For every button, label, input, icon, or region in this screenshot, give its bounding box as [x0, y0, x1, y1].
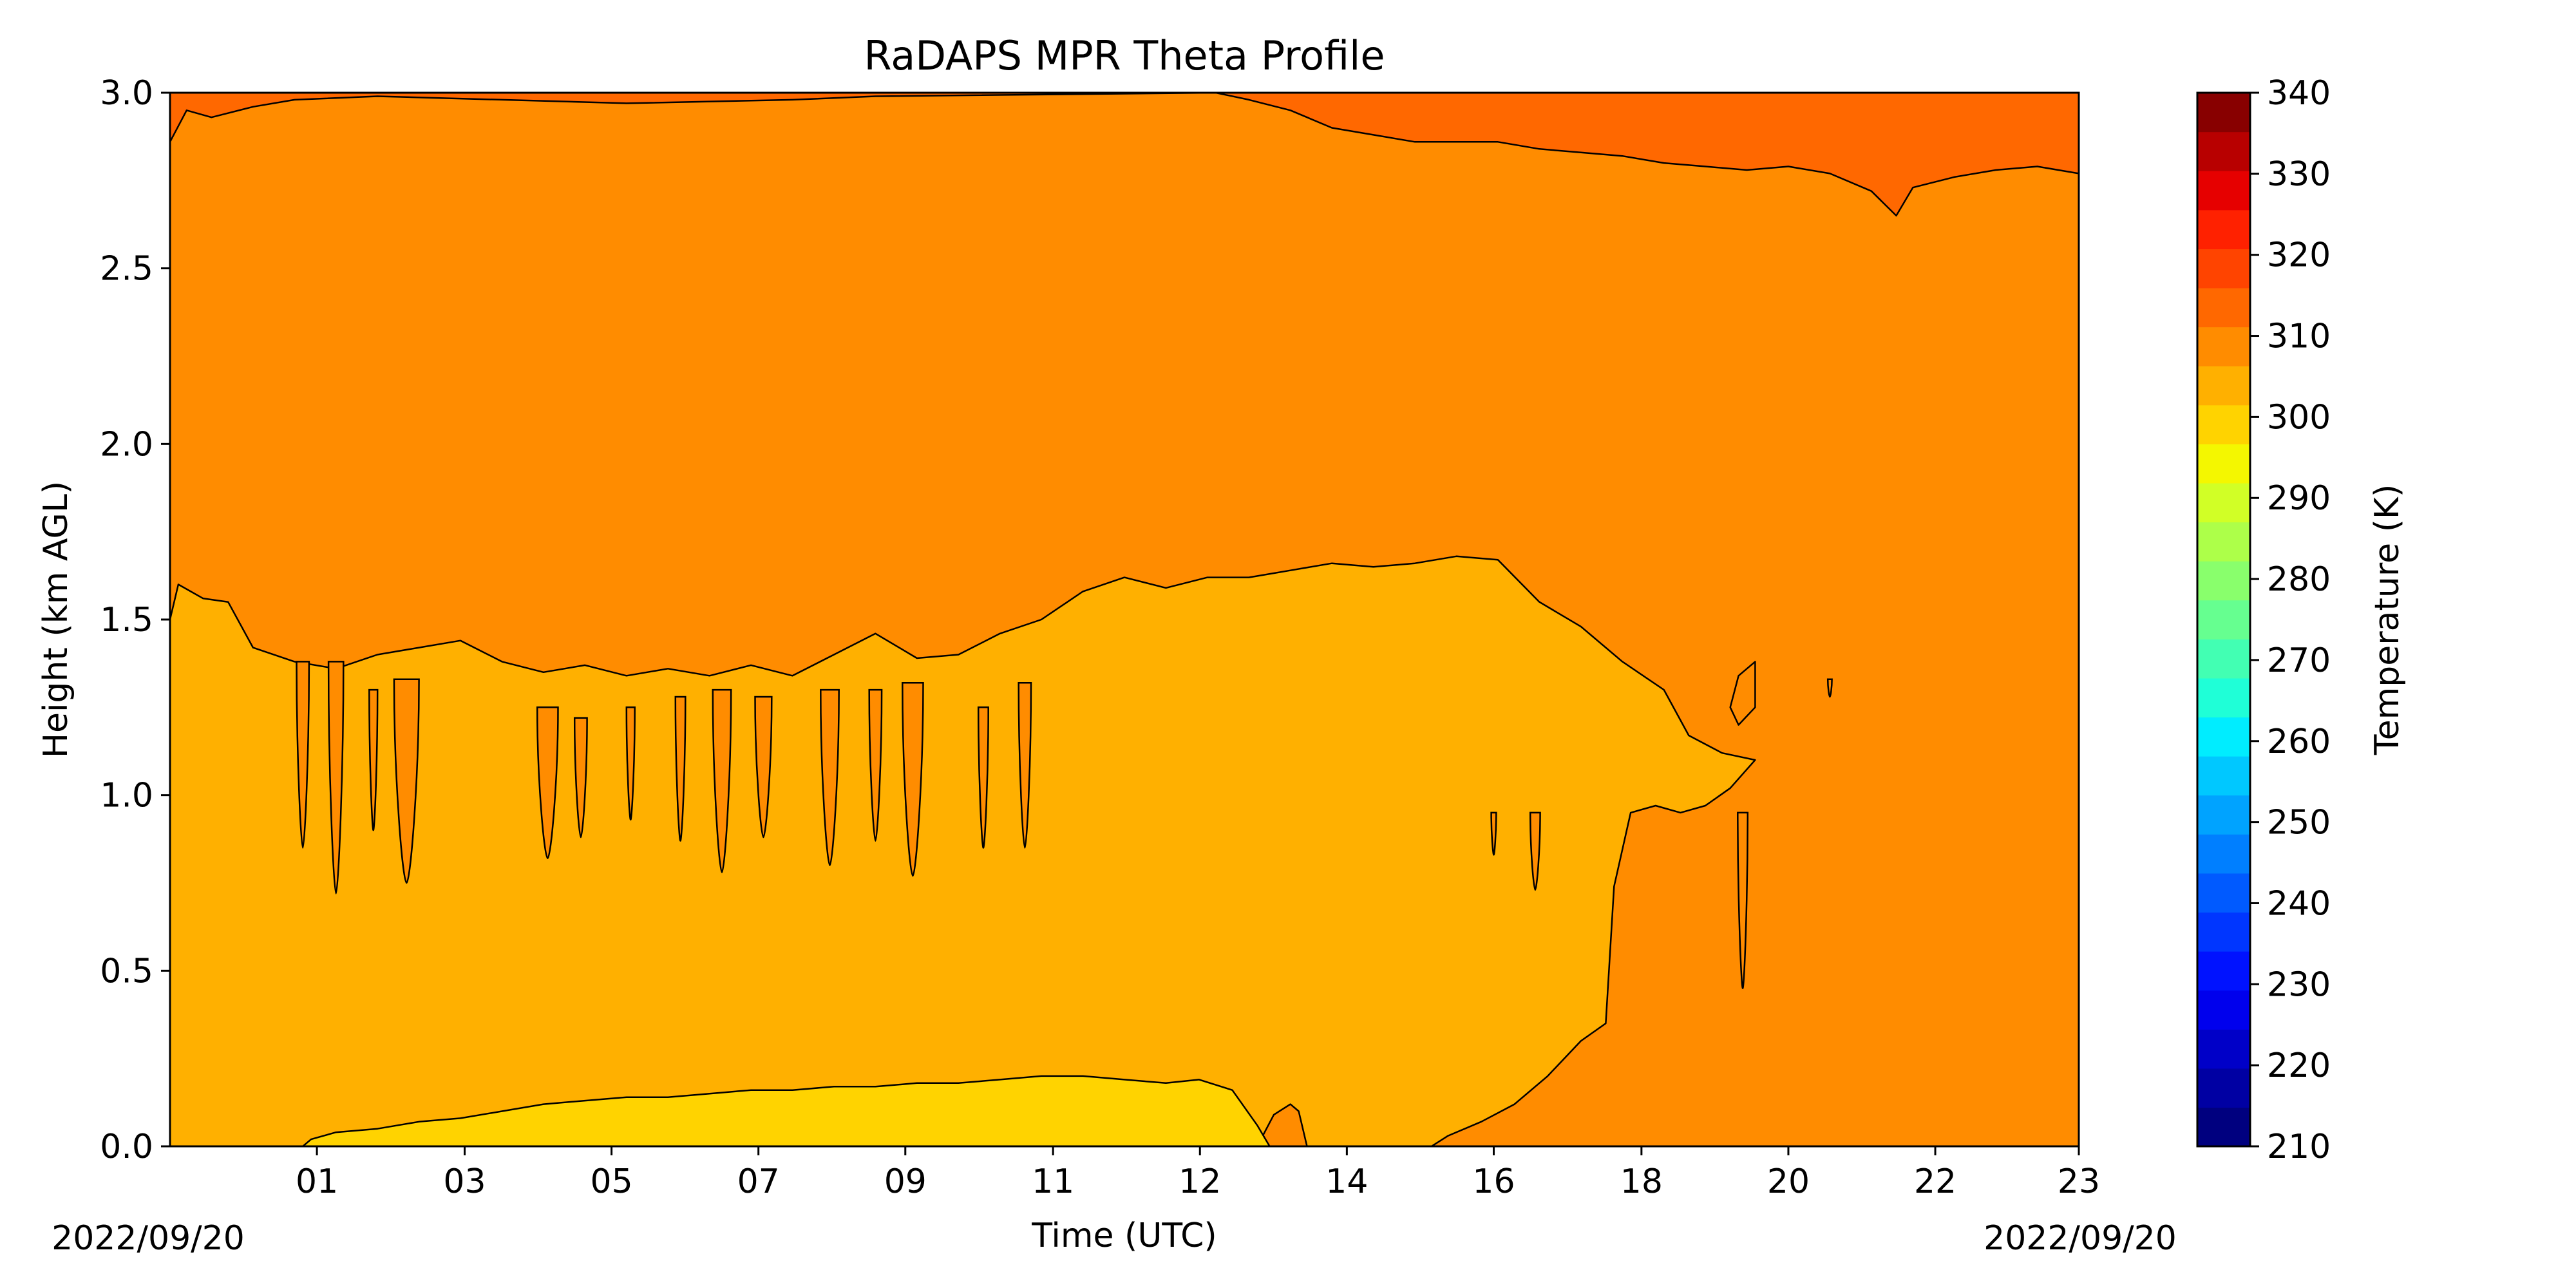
colorbar-swatch — [2197, 482, 2250, 523]
warm-plume — [1826, 678, 1833, 698]
warm-plume — [1490, 811, 1497, 856]
colorbar-tick-label: 320 — [2267, 236, 2331, 275]
colorbar-tick-label: 330 — [2267, 155, 2331, 194]
warm-plume — [625, 706, 636, 821]
colorbar-swatch — [2197, 873, 2250, 913]
warm-plume — [536, 706, 559, 860]
colorbar-tick-label: 240 — [2267, 884, 2331, 923]
warm-plume — [868, 688, 883, 842]
y-tick-label: 1.5 — [100, 601, 153, 639]
colorbar-swatch — [2197, 600, 2250, 639]
date-right-label: 2022/09/20 — [1984, 1219, 2177, 1258]
colorbar-swatch — [2197, 287, 2250, 328]
colorbar-swatch — [2197, 951, 2250, 991]
y-axis: 0.0 0.5 1.0 1.5 2.0 2.5 3.0 — [100, 74, 170, 1166]
colorbar-tick-label: 300 — [2267, 398, 2331, 437]
colorbar-swatch — [2197, 717, 2250, 757]
x-tick-label: 18 — [1620, 1162, 1663, 1201]
colorbar-tick-label: 260 — [2267, 723, 2331, 761]
x-tick-label: 03 — [443, 1162, 486, 1201]
colorbar-swatch — [2197, 834, 2250, 874]
x-tick-label: 05 — [591, 1162, 633, 1201]
warm-plume — [820, 688, 840, 866]
contour-region — [301, 1075, 1271, 1146]
x-axis-label: Time (UTC) — [1031, 1217, 1217, 1255]
colorbar-swatch — [2197, 327, 2250, 366]
colorbar-swatch — [2197, 171, 2250, 211]
colorbar-swatch — [2197, 1029, 2250, 1069]
chart-title: RaDAPS MPR Theta Profile — [864, 32, 1385, 79]
warm-plume — [393, 678, 420, 884]
plume-layer — [296, 661, 1833, 989]
x-tick-label: 07 — [737, 1162, 780, 1201]
colorbar-tick-label: 290 — [2267, 479, 2331, 518]
colorbar-frame — [2196, 91, 2251, 1148]
x-tick-label: 14 — [1325, 1162, 1368, 1201]
warm-plume — [902, 681, 924, 877]
warm-plume — [368, 688, 379, 831]
x-tick-label: 22 — [1914, 1162, 1956, 1201]
y-tick-label: 3.0 — [100, 74, 153, 113]
warm-plume — [712, 688, 732, 873]
contour-region — [170, 93, 2079, 217]
warm-plume — [573, 717, 588, 838]
y-tick-label: 2.5 — [100, 250, 153, 289]
y-tick-label: 2.0 — [100, 425, 153, 464]
contour-region — [170, 555, 1756, 1146]
colorbar-tick-label: 210 — [2267, 1128, 2331, 1166]
colorbar-tick-label: 270 — [2267, 641, 2331, 680]
colorbar-swatch — [2197, 366, 2250, 406]
date-left-label: 2022/09/20 — [52, 1219, 245, 1258]
x-tick-label: 01 — [296, 1162, 338, 1201]
warm-plume — [674, 696, 687, 842]
colorbar-label: Temperature (K) — [2368, 484, 2407, 756]
colorbar-tick-label: 220 — [2267, 1046, 2331, 1085]
warm-plume — [977, 706, 989, 849]
colorbar-swatch — [2197, 209, 2250, 249]
y-tick-label: 0.0 — [100, 1128, 153, 1166]
colorbar-swatch — [2197, 444, 2250, 484]
colorbar-swatch — [2197, 639, 2250, 679]
colorbar-swatch — [2197, 404, 2250, 444]
colorbar-tick-label: 230 — [2267, 965, 2331, 1004]
warm-plume — [327, 661, 345, 895]
colorbar-swatch — [2197, 249, 2250, 289]
colorbar-swatch — [2197, 1107, 2250, 1147]
x-tick-label: 12 — [1179, 1162, 1221, 1201]
colorbar-swatch — [2197, 1068, 2250, 1108]
x-tick-label: 20 — [1767, 1162, 1810, 1201]
y-tick-label: 0.5 — [100, 952, 153, 990]
warm-plume — [1529, 811, 1541, 891]
warm-plume — [296, 661, 310, 849]
x-tick-label: 16 — [1472, 1162, 1515, 1201]
colorbar: 210 220 230 240 250 260 270 280 290 300 310 320 330 3… — [2196, 74, 2331, 1166]
warm-plume — [1737, 811, 1749, 989]
x-axis: 01 03 05 07 09 11 12 14 16 18 20 22 23 — [296, 1146, 2100, 1201]
colorbar-tick-label: 310 — [2267, 317, 2331, 356]
colorbar-swatch — [2197, 131, 2250, 171]
colorbar-swatch — [2197, 677, 2250, 718]
x-tick-label: 11 — [1032, 1162, 1074, 1201]
colorbar-swatch — [2197, 756, 2250, 796]
colorbar-swatch — [2197, 912, 2250, 952]
warm-plume — [754, 696, 773, 838]
colorbar-tick-label: 340 — [2267, 74, 2331, 113]
y-axis-label: Height (km AGL) — [37, 481, 75, 758]
colorbar-swatch — [2197, 93, 2250, 133]
y-tick-label: 1.0 — [100, 777, 153, 815]
x-tick-label: 09 — [884, 1162, 927, 1201]
colorbar-swatch — [2197, 561, 2250, 601]
colorbar-tick-label: 250 — [2267, 804, 2331, 842]
colorbar-swatch — [2197, 522, 2250, 562]
warm-plume — [1018, 681, 1032, 849]
x-tick-label: 23 — [2058, 1162, 2100, 1201]
contour-region — [1729, 661, 1756, 726]
colorbar-swatch — [2197, 795, 2250, 835]
contour-fill-layer — [170, 93, 2079, 1146]
colorbar-tick-label: 280 — [2267, 560, 2331, 599]
colorbar-swatch — [2197, 990, 2250, 1030]
